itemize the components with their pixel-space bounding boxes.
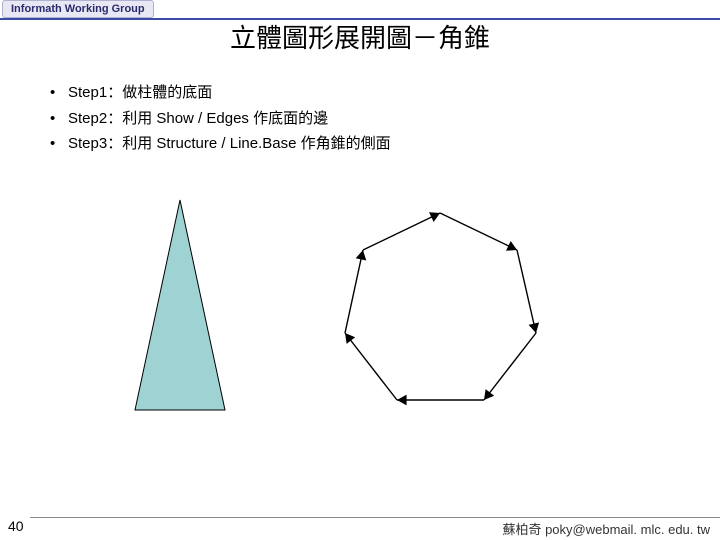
header-group-label: Informath Working Group xyxy=(2,0,154,18)
footer-credit: 蘇柏奇 poky@webmail. mlc. edu. tw xyxy=(502,519,710,538)
steps-list: •Step1：做柱體的底面 •Step2：利用 Show / Edges 作底面… xyxy=(50,80,391,157)
step-text: Step1：做柱體的底面 xyxy=(68,84,212,101)
step-item: •Step1：做柱體的底面 xyxy=(50,80,391,106)
footer-divider xyxy=(30,517,720,518)
step-item: •Step2：利用 Show / Edges 作底面的邊 xyxy=(50,106,391,132)
step-text: Step3：利用 Structure / Line.Base 作角錐的側面 xyxy=(68,135,391,152)
step-item: •Step3：利用 Structure / Line.Base 作角錐的側面 xyxy=(50,131,391,157)
heptagon-shape xyxy=(345,212,539,405)
diagram-area xyxy=(0,190,720,470)
page-number: 40 xyxy=(8,518,24,534)
triangle-shape xyxy=(135,200,225,410)
page-title: 立體圖形展開圖－角錐 xyxy=(0,18,720,55)
header-bar: Informath Working Group xyxy=(0,0,720,20)
step-text: Step2：利用 Show / Edges 作底面的邊 xyxy=(68,110,328,127)
